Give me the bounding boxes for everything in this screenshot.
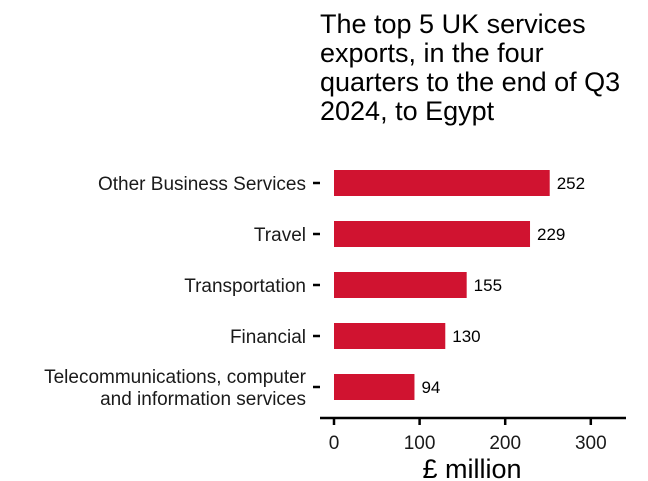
bar: [334, 221, 531, 247]
bars-group: [334, 170, 550, 400]
value-label: 229: [537, 225, 565, 244]
category-label: Travel: [254, 225, 306, 246]
value-label: 94: [421, 378, 440, 397]
x-tick-label: 300: [575, 433, 607, 454]
x-tick-label: 100: [404, 433, 436, 454]
bar: [334, 323, 446, 349]
x-axis-label: £ million: [422, 454, 521, 481]
x-tick-label: 0: [329, 433, 340, 454]
chart-title: The top 5 UK services exports, in the fo…: [320, 9, 621, 126]
x-tick-label: 200: [489, 433, 521, 454]
bar: [334, 272, 467, 298]
category-label: Transportation: [184, 276, 306, 297]
category-label: Telecommunications, computer and informat…: [44, 367, 307, 410]
value-labels-group: 252 229 155 130 94: [421, 174, 585, 397]
x-axis: 0 100 200 300: [320, 416, 626, 454]
bar: [334, 170, 550, 196]
category-label: Other Business Services: [98, 174, 306, 195]
category-labels-group: Other Business Services Travel Transportat…: [44, 174, 320, 410]
value-label: 155: [474, 276, 502, 295]
category-label: Financial: [230, 327, 306, 348]
value-label: 252: [557, 174, 585, 193]
value-label: 130: [452, 327, 480, 346]
bar: [334, 374, 415, 400]
